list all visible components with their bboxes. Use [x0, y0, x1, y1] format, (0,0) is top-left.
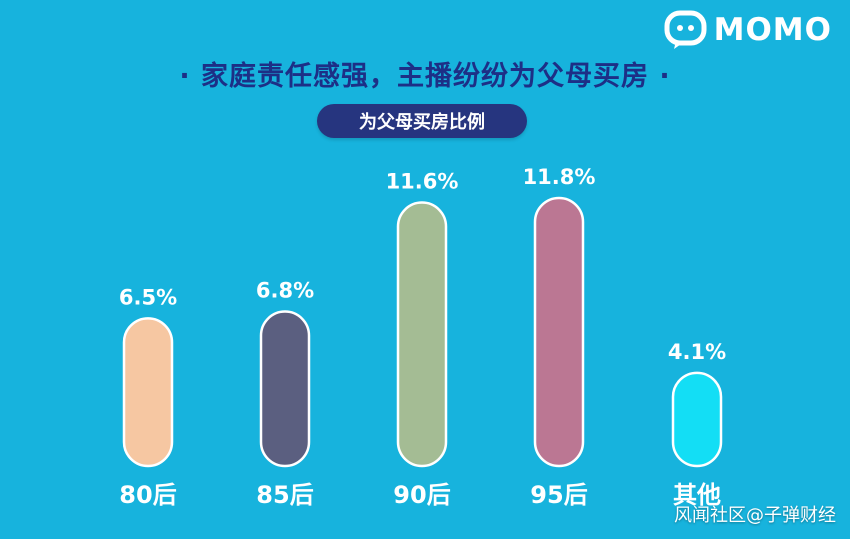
page-title: · 家庭责任感强，主播纷纷为父母买房 ·	[179, 61, 671, 92]
category-label-4: 其他	[673, 481, 721, 509]
momo-logo: MOMO	[664, 10, 832, 50]
bar-4	[671, 371, 723, 468]
data-label-3: 11.8%	[523, 165, 596, 189]
category-label-3: 95后	[530, 481, 587, 509]
data-label-2: 11.6%	[386, 170, 459, 194]
category-label-2: 90后	[393, 481, 450, 509]
bar-0	[122, 317, 174, 468]
bar-2	[396, 201, 448, 468]
category-label-1: 85后	[256, 481, 313, 509]
category-label-0: 80后	[119, 481, 176, 509]
data-label-0: 6.5%	[119, 285, 177, 309]
chat-bubble-icon	[664, 10, 707, 49]
watermark: 风闻社区@子弹财经	[674, 505, 836, 526]
bar-1	[259, 310, 311, 468]
chart-subtitle-badge: 为父母买房比例	[317, 104, 527, 138]
bar-3	[533, 196, 585, 468]
data-label-4: 4.1%	[668, 340, 726, 364]
data-label-1: 6.8%	[256, 279, 314, 303]
brand-name: MOMO	[713, 12, 832, 48]
chart-subtitle: 为父母买房比例	[359, 112, 485, 133]
